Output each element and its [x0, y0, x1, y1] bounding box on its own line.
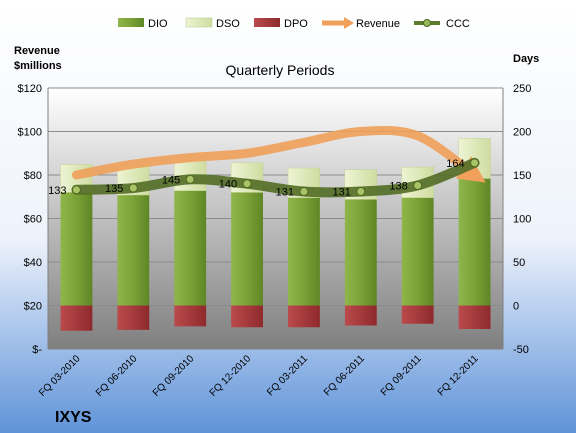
revenue-line [71, 125, 486, 183]
brand-label: IXYS [55, 409, 92, 426]
left-tick-label: $80 [24, 170, 42, 182]
ccc-point [299, 187, 309, 197]
legend-label-dio: DIO [148, 18, 168, 30]
legend-label-revenue: Revenue [356, 18, 400, 30]
ccc-data-label: 133 [48, 185, 66, 197]
left-axis-label-line1: Revenue [14, 45, 60, 57]
bar-dpo [174, 305, 207, 327]
bar-dpo [458, 305, 491, 329]
left-axis-label-line2: $millions [14, 60, 62, 72]
legend-label-dso: DSO [216, 18, 240, 30]
bar-dpo [288, 305, 320, 328]
bar-dpo [117, 305, 150, 330]
ccc-point [356, 187, 366, 197]
left-tick-label: $20 [24, 301, 42, 313]
ccc-data-label: 164 [446, 158, 464, 170]
ccc-data-label: 138 [389, 180, 407, 192]
left-tick-label: $40 [24, 257, 42, 269]
bar-dpo [344, 305, 377, 326]
bar-dpo [231, 305, 263, 328]
series-lines: 133 135 145 140 131 131 138 164 [48, 125, 486, 199]
left-tick-label: $100 [18, 127, 42, 139]
right-tick-label: 50 [513, 257, 525, 269]
bar-dio [401, 197, 434, 306]
bar-dio [60, 192, 93, 306]
ccc-point [242, 179, 252, 189]
legend-swatch-dso [185, 17, 213, 28]
legend: DIO DSO DPO Revenue CCC [118, 17, 470, 30]
ccc-data-label: 140 [219, 179, 237, 191]
ccc-data-label: 135 [105, 183, 123, 195]
right-tick-label: 200 [513, 127, 531, 139]
ccc-data-label: 131 [276, 187, 294, 199]
left-tick-label: $- [32, 344, 42, 356]
ccc-point [185, 174, 195, 184]
right-tick-label: 150 [513, 170, 531, 182]
legend-swatch-dpo [254, 18, 280, 27]
left-tick-label: $60 [24, 214, 42, 226]
ccc-point [470, 158, 480, 168]
ccc-data-label: 145 [162, 174, 180, 186]
ccc-line [71, 157, 480, 198]
bar-dpo [401, 305, 434, 324]
ccc-point [71, 185, 81, 195]
bar-dio [288, 197, 320, 306]
bar-dio [174, 190, 207, 306]
legend-label-dpo: DPO [284, 18, 308, 30]
bar-dio [458, 178, 491, 306]
legend-swatch-dio [118, 18, 144, 27]
right-axis-label: Days [513, 53, 539, 65]
legend-arrow-icon [344, 17, 354, 29]
legend-marker-ccc [423, 19, 431, 27]
bar-dio [344, 199, 377, 306]
right-tick-label: 250 [513, 83, 531, 95]
ccc-point [128, 183, 138, 193]
legend-label-ccc: CCC [446, 18, 470, 30]
chart-title: Quarterly Periods [226, 62, 335, 78]
right-tick-label: 0 [513, 301, 519, 313]
right-tick-label: 100 [513, 214, 531, 226]
left-tick-label: $120 [18, 83, 42, 95]
bar-dpo [60, 305, 93, 331]
bar-dio [117, 195, 150, 306]
bar-dio [231, 192, 263, 306]
ccc-point [413, 180, 423, 190]
ccc-data-label: 131 [332, 187, 350, 199]
right-tick-label: -50 [513, 344, 529, 356]
